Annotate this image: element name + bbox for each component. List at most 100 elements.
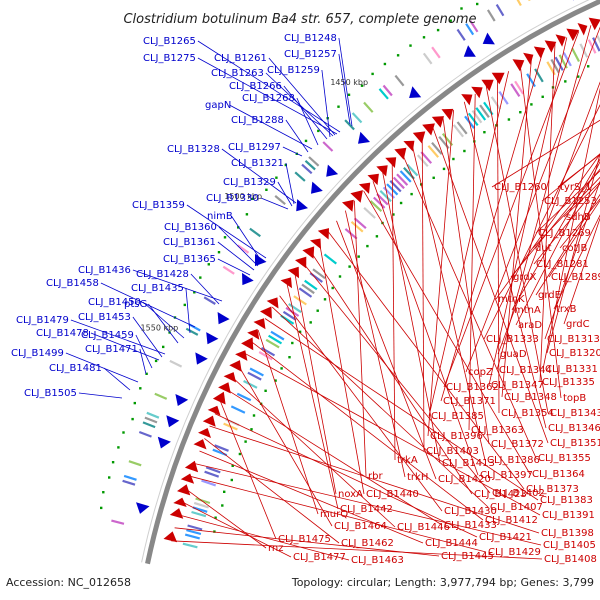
gc-skew-dot <box>223 236 227 239</box>
forward-cog-mark <box>268 334 283 345</box>
reverse-label-connector <box>217 241 255 271</box>
reverse-cog-mark <box>301 163 313 175</box>
gc-skew-dot <box>245 213 249 216</box>
reverse-label-connector <box>218 226 259 267</box>
forward-label-connector <box>495 153 600 300</box>
forward-gene-arrow <box>177 484 191 496</box>
gene-label-forward: CLJ_B1402 <box>492 488 545 499</box>
gene-label-forward: trkA <box>397 455 418 466</box>
reverse-label-connector <box>148 303 179 344</box>
label-connector-lines <box>65 25 600 561</box>
reverse-cog-mark <box>138 430 152 438</box>
gc-skew-dot <box>251 197 254 200</box>
forward-label-connector <box>171 540 543 560</box>
forward-cog-mark <box>282 310 297 321</box>
forward-label-connector <box>231 376 396 528</box>
reverse-gene-arrow <box>358 131 370 144</box>
forward-cog-mark <box>490 96 502 110</box>
forward-label-connector <box>318 241 365 495</box>
forward-cog-mark <box>514 80 525 95</box>
gene-label-forward: CLJ_B1333 <box>486 334 539 345</box>
reverse-gene-arrow <box>136 502 150 514</box>
gene-label-forward: CLJ_B1446 <box>397 522 450 533</box>
reverse-label-connector <box>277 181 293 207</box>
forward-label-connector <box>251 341 484 521</box>
gc-skew-dot <box>304 139 308 143</box>
gene-label-forward: cotJB <box>562 243 587 254</box>
gene-label-forward: trxB <box>556 304 577 315</box>
gene-label-reverse: gapN <box>205 100 231 111</box>
reverse-cog-mark <box>495 4 505 17</box>
gene-label-forward: CLJ_B1253 <box>544 196 597 207</box>
forward-label-connector <box>174 527 440 557</box>
forward-label-connector <box>548 199 600 278</box>
reverse-label-connector <box>132 316 163 358</box>
forward-label-connector <box>535 193 600 296</box>
gene-label-forward: tyrS_1 <box>560 182 592 193</box>
forward-cog-mark <box>392 176 405 190</box>
gene-label-forward: CLJ_B1372 <box>491 439 544 450</box>
gene-label-forward: CLJ_B1423 <box>474 489 527 500</box>
gc-skew-dot <box>230 478 233 482</box>
reverse-cog-mark <box>274 195 286 206</box>
forward-label-connector <box>432 126 549 444</box>
gc-skew-dot <box>284 163 287 167</box>
forward-label-connector <box>336 220 437 480</box>
forward-gene-arrow <box>431 116 444 128</box>
map-title: Clostridium botulinum Ba4 str. 657, comp… <box>123 12 476 27</box>
forward-cog-mark <box>260 346 276 357</box>
reverse-label-connector <box>90 332 160 361</box>
gene-label-reverse: CLJ_B1265 <box>143 36 196 47</box>
gc-skew-dot <box>396 54 400 57</box>
forward-gene-arrow <box>367 173 379 186</box>
gc-skew-dot <box>483 131 486 134</box>
forward-cog-mark <box>265 338 280 349</box>
forward-cog-mark <box>427 145 440 158</box>
gc-skew-dot <box>280 367 283 370</box>
forward-cog-mark <box>376 193 389 206</box>
forward-label-connector <box>511 158 600 311</box>
gene-label-forward: CLJ_B1351 <box>550 438 600 449</box>
forward-cog-mark <box>510 83 521 98</box>
gene-label-reverse: CLJ_B1261 <box>214 53 267 64</box>
forward-cog-mark <box>471 109 483 124</box>
gene-label-forward: CLJ_B1412 <box>485 515 538 526</box>
forward-cog-mark <box>285 306 300 317</box>
forward-cog-mark <box>363 206 376 219</box>
gc-skew-dot <box>183 303 186 307</box>
forward-gene-arrow <box>163 531 178 543</box>
gene-label-forward: CLJ_B1355 <box>538 453 591 464</box>
reverse-cog-mark <box>382 84 393 97</box>
gene-label-forward: CLJ_B1421 <box>479 532 532 543</box>
gene-label-forward: CLJ_B1464 <box>334 521 387 532</box>
gc-skew-dot <box>577 75 580 78</box>
gene-label-reverse: CLJ_B1268 <box>242 93 295 104</box>
reverse-gene-arrow <box>463 45 476 57</box>
gc-skew-dot <box>317 129 320 133</box>
gc-skew-dot <box>100 506 103 510</box>
gene-label-reverse: CLJ_B1459 <box>81 330 134 341</box>
forward-cog-mark <box>587 39 597 54</box>
gene-label-forward: CLJ_B1363 <box>471 425 524 436</box>
gc-skew-dot <box>238 452 242 456</box>
forward-cog-mark <box>550 58 560 74</box>
genome-ring <box>111 0 600 565</box>
forward-cog-mark <box>431 141 443 155</box>
gene-label-forward: murQ <box>320 509 348 520</box>
reverse-label-connector <box>338 37 353 127</box>
forward-label-connector <box>204 438 340 544</box>
forward-label-connector <box>443 31 580 388</box>
forward-label-connector <box>209 425 540 534</box>
gene-label-reverse: CLJ_B1275 <box>143 53 196 64</box>
reverse-gene-arrow <box>206 332 219 345</box>
scale-tick-label: 1550 kbp <box>141 324 179 333</box>
reverse-cog-mark <box>431 46 441 59</box>
gc-skew-dot <box>274 379 277 382</box>
forward-cog-mark <box>416 154 429 168</box>
gene-label-forward: CLJ_B1354 <box>501 408 554 419</box>
gene-label-reverse: ptsG <box>124 299 147 310</box>
reverse-gene-arrow <box>242 272 254 286</box>
forward-cog-mark <box>396 173 409 186</box>
forward-cog-mark <box>301 283 315 295</box>
forward-gene-arrow <box>173 497 187 507</box>
